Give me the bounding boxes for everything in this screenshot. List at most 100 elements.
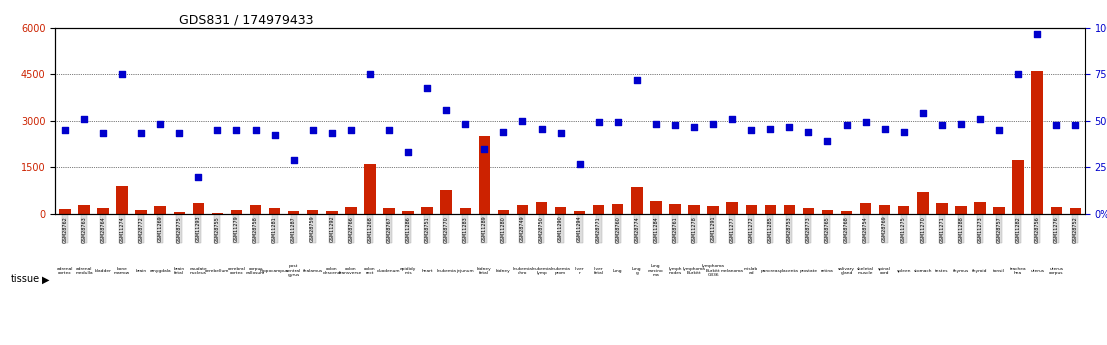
- Text: GSM28769: GSM28769: [882, 216, 887, 243]
- Point: [1010, 71, 1027, 77]
- Bar: [422, 207, 433, 214]
- Bar: [860, 203, 871, 214]
- Bar: [536, 202, 547, 214]
- Text: prostate: prostate: [799, 269, 817, 273]
- Bar: [517, 205, 528, 214]
- Bar: [993, 207, 1005, 214]
- Bar: [498, 210, 509, 214]
- Text: bladder: bladder: [94, 269, 112, 273]
- Text: GSM11269: GSM11269: [157, 216, 163, 243]
- Text: GSM11291: GSM11291: [711, 216, 715, 243]
- Text: uterus
corpus: uterus corpus: [1049, 267, 1064, 275]
- Text: stomach: stomach: [913, 269, 932, 273]
- Text: thymus: thymus: [953, 269, 969, 273]
- Text: hippocampus: hippocampus: [260, 269, 289, 273]
- Text: liver
r: liver r: [575, 267, 584, 275]
- Text: GSM11277: GSM11277: [730, 216, 735, 243]
- Bar: [1032, 71, 1043, 214]
- Point: [609, 120, 627, 125]
- Point: [952, 121, 970, 127]
- Text: uterus: uterus: [1031, 269, 1044, 273]
- Text: retina: retina: [821, 269, 834, 273]
- Text: brain
fetal: brain fetal: [174, 267, 185, 275]
- Bar: [821, 210, 834, 214]
- Text: GSM11284: GSM11284: [653, 216, 659, 243]
- Text: caudate
nucleus: caudate nucleus: [189, 267, 207, 275]
- Text: GDS831 / 174979433: GDS831 / 174979433: [179, 13, 313, 27]
- Text: GSM28764: GSM28764: [101, 216, 105, 243]
- Bar: [917, 192, 929, 214]
- Text: lung: lung: [613, 269, 622, 273]
- Point: [1047, 122, 1065, 128]
- Point: [819, 138, 837, 144]
- Point: [476, 146, 494, 151]
- Text: thyroid: thyroid: [972, 269, 987, 273]
- Text: leukemia
prom: leukemia prom: [550, 267, 570, 275]
- Point: [838, 122, 856, 128]
- Bar: [441, 190, 452, 214]
- Point: [132, 130, 149, 136]
- Text: liver
fetal: liver fetal: [593, 267, 603, 275]
- Text: GSM28762: GSM28762: [62, 216, 68, 243]
- Text: GSM11270: GSM11270: [920, 216, 925, 243]
- Text: GSM11287: GSM11287: [291, 216, 297, 243]
- Bar: [974, 203, 985, 214]
- Point: [571, 161, 589, 167]
- Text: placenta: placenta: [780, 269, 799, 273]
- Bar: [345, 207, 356, 214]
- Text: GSM11276: GSM11276: [1054, 216, 1058, 243]
- Point: [1066, 122, 1084, 128]
- Text: lymph
nodes: lymph nodes: [669, 267, 682, 275]
- Text: GSM28766: GSM28766: [349, 216, 353, 243]
- Bar: [955, 206, 966, 214]
- Point: [400, 149, 417, 155]
- Text: GSM11285: GSM11285: [768, 216, 773, 243]
- Text: kidney: kidney: [496, 269, 510, 273]
- Point: [646, 121, 664, 127]
- Text: tissue: tissue: [11, 275, 40, 284]
- Point: [799, 129, 817, 135]
- Text: GSM28770: GSM28770: [444, 216, 448, 243]
- Text: ▶: ▶: [42, 275, 50, 284]
- Point: [971, 116, 989, 122]
- Text: GSM11268: GSM11268: [368, 216, 372, 243]
- Text: leukemia
chro: leukemia chro: [513, 267, 532, 275]
- Text: GSM28750: GSM28750: [539, 216, 544, 243]
- Point: [170, 130, 188, 136]
- Point: [762, 126, 779, 131]
- Bar: [478, 136, 490, 214]
- Text: cerebral
cortex: cerebral cortex: [228, 267, 246, 275]
- Text: spinal
cord: spinal cord: [878, 267, 891, 275]
- Text: GSM28772: GSM28772: [138, 216, 144, 243]
- Text: tonsil: tonsil: [993, 269, 1005, 273]
- Bar: [765, 205, 776, 214]
- Text: amygdala: amygdala: [149, 269, 170, 273]
- Bar: [1051, 207, 1062, 214]
- Point: [914, 110, 932, 116]
- Point: [361, 71, 379, 77]
- Point: [437, 107, 455, 112]
- Point: [514, 118, 531, 124]
- Bar: [307, 210, 319, 214]
- Text: GSM11293: GSM11293: [196, 216, 200, 243]
- Text: GSM11282: GSM11282: [1015, 216, 1021, 243]
- Bar: [327, 211, 338, 214]
- Bar: [1069, 208, 1082, 214]
- Bar: [555, 207, 567, 214]
- Point: [303, 127, 322, 133]
- Bar: [573, 211, 586, 214]
- Text: heart: heart: [422, 269, 433, 273]
- Point: [666, 122, 684, 128]
- Point: [590, 120, 608, 125]
- Bar: [726, 202, 738, 214]
- Text: GSM28758: GSM28758: [254, 216, 258, 243]
- Text: GSM28751: GSM28751: [425, 216, 430, 243]
- Text: adrenal
medulla: adrenal medulla: [75, 267, 93, 275]
- Text: GSM11280: GSM11280: [500, 216, 506, 243]
- Bar: [193, 203, 204, 214]
- Text: brain: brain: [135, 269, 147, 273]
- Text: GSM11273: GSM11273: [977, 216, 983, 243]
- Bar: [1013, 159, 1024, 214]
- Text: GSM11278: GSM11278: [692, 216, 696, 243]
- Text: post
central
gyrus: post central gyrus: [286, 264, 301, 277]
